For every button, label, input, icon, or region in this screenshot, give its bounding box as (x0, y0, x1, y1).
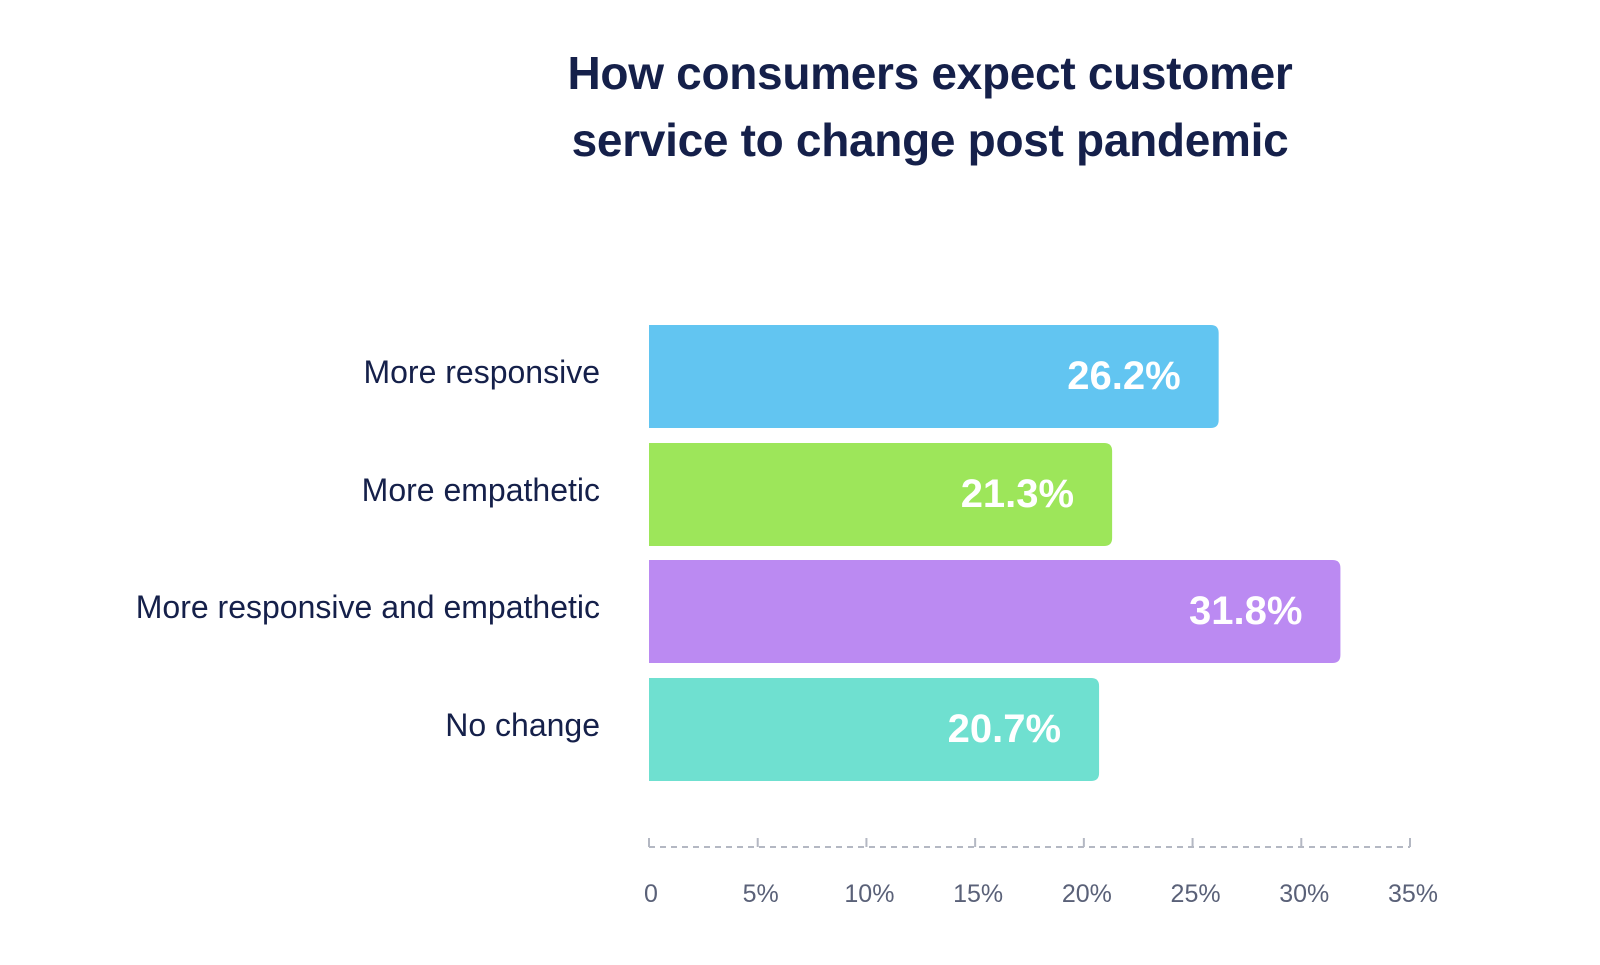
x-tick-label: 25% (1171, 880, 1221, 908)
chart-title-line-1: How consumers expect customer (567, 47, 1293, 99)
bar-more-responsive (649, 325, 1219, 428)
x-tick-label: 20% (1062, 880, 1112, 908)
chart-title-line-2: service to change post pandemic (571, 114, 1289, 166)
category-label-more-responsive-and-empathetic: More responsive and empathetic (136, 589, 600, 625)
x-tick-label: 0 (644, 880, 658, 908)
value-label-more-responsive-and-empathetic: 31.8% (1189, 589, 1302, 633)
bar-more-responsive-and-empathetic (649, 560, 1341, 663)
chart-title: How consumers expect customer service to… (450, 40, 1410, 174)
bar-more-empathetic (649, 443, 1113, 546)
x-tick-label: 35% (1388, 880, 1438, 908)
value-label-no-change: 20.7% (948, 707, 1061, 751)
x-tick-label: 15% (953, 880, 1003, 908)
category-label-no-change: No change (445, 707, 600, 743)
x-tick-label: 5% (743, 880, 779, 908)
value-label-more-responsive: 26.2% (1067, 354, 1180, 398)
x-tick-label: 30% (1279, 880, 1329, 908)
bar-no-change (649, 678, 1100, 781)
category-label-more-responsive: More responsive (363, 354, 600, 390)
x-tick-label: 10% (844, 880, 894, 908)
value-label-more-empathetic: 21.3% (961, 472, 1074, 516)
category-label-more-empathetic: More empathetic (362, 472, 600, 508)
